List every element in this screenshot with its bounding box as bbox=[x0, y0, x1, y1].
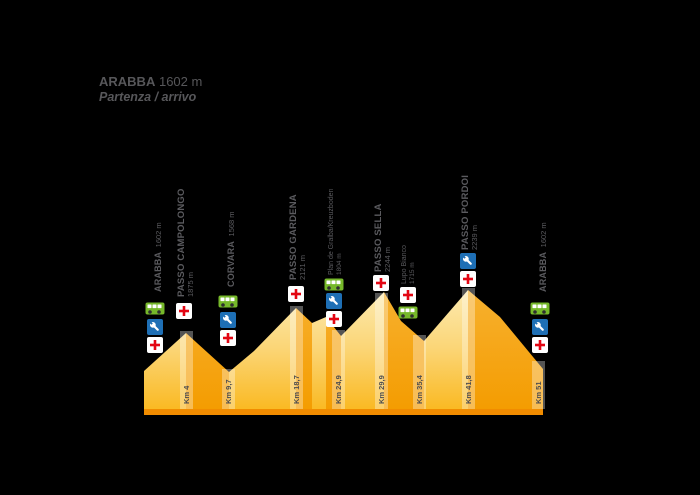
first-aid-icon bbox=[147, 337, 163, 353]
km-stripe-41-8 bbox=[462, 288, 475, 409]
waypoint-elevation: 2244 m bbox=[383, 246, 392, 272]
descent-face-campolongo bbox=[186, 333, 229, 409]
km-marker-51: Km 51 bbox=[534, 381, 543, 404]
descent-face-gardena bbox=[296, 308, 312, 409]
waypoint-name: Plan de Gralba/Kreuzboden bbox=[328, 188, 335, 275]
title-elevation: 1602 m bbox=[158, 74, 203, 89]
repair-service-icon bbox=[220, 312, 236, 328]
km-stripe-29-9 bbox=[375, 293, 388, 409]
waypoint-elevation: 2121 m bbox=[298, 254, 307, 280]
waypoint-elevation: 1568 m bbox=[227, 211, 236, 237]
km-stripe-35-4 bbox=[413, 335, 426, 409]
waypoint-elevation: 1715 m bbox=[408, 262, 416, 284]
shuttle-bus-icon bbox=[218, 295, 238, 308]
ascent-face-sella bbox=[341, 292, 384, 409]
repair-service-icon bbox=[460, 253, 476, 269]
km-marker-9-7: Km 9,7 bbox=[224, 379, 233, 404]
km-marker-18-7: Km 18,7 bbox=[292, 375, 301, 404]
first-aid-icon bbox=[220, 330, 236, 346]
km-stripe-4 bbox=[180, 331, 193, 409]
repair-service-icon bbox=[147, 319, 163, 335]
descent-face-sella bbox=[384, 292, 424, 409]
km-stripe-24-9 bbox=[332, 330, 345, 409]
first-aid-icon bbox=[326, 311, 342, 327]
ascent-face-pordoi bbox=[424, 290, 468, 409]
page-title: ARABBA 1602 m Partenza / arrivo bbox=[99, 74, 202, 106]
km-stripe-9-7 bbox=[222, 369, 235, 409]
repair-service-icon bbox=[326, 293, 342, 309]
waypoint-elevation: 1602 m bbox=[539, 222, 548, 248]
first-aid-icon bbox=[176, 303, 192, 319]
repair-service-icon bbox=[532, 319, 548, 335]
waypoint-name: CORVARA bbox=[226, 240, 236, 287]
descent-face-gardena-shoulder bbox=[326, 317, 341, 409]
waypoint-name: ARABBA bbox=[153, 251, 163, 292]
waypoint-name: ARABBA bbox=[538, 251, 548, 292]
descent-face-pordoi bbox=[468, 290, 543, 409]
km-marker-29-9: Km 29,9 bbox=[377, 375, 386, 404]
first-aid-icon bbox=[373, 275, 389, 291]
km-marker-41-8: Km 41,8 bbox=[464, 375, 473, 404]
km-stripe-51 bbox=[532, 361, 545, 409]
waypoint-elevation: 2239 m bbox=[470, 224, 479, 250]
shuttle-bus-icon bbox=[324, 278, 344, 291]
first-aid-icon bbox=[532, 337, 548, 353]
km-marker-35-4: Km 35,4 bbox=[415, 375, 424, 404]
first-aid-icon bbox=[288, 286, 304, 302]
profile-base-band bbox=[144, 409, 543, 415]
ascent-face-gardena bbox=[229, 308, 296, 409]
first-aid-icon bbox=[460, 271, 476, 287]
ascent-face-campolongo bbox=[144, 333, 186, 409]
ascent-face-gardena-shoulder bbox=[312, 317, 326, 409]
first-aid-icon bbox=[400, 287, 416, 303]
km-marker-24-9: Km 24,9 bbox=[334, 375, 343, 404]
title-line: ARABBA 1602 m bbox=[99, 74, 202, 90]
km-marker-4: Km 4 bbox=[182, 385, 191, 404]
title-name: ARABBA bbox=[99, 74, 156, 89]
waypoint-elevation: 1804 m bbox=[335, 253, 343, 275]
shuttle-bus-icon bbox=[398, 306, 418, 319]
waypoint-name: Lupo Bianco bbox=[401, 245, 408, 284]
waypoint-elevation: 1602 m bbox=[154, 222, 163, 248]
shuttle-bus-icon bbox=[530, 302, 550, 315]
waypoint-elevation: 1875 m bbox=[186, 271, 195, 297]
shuttle-bus-icon bbox=[145, 302, 165, 315]
km-stripe-18-7 bbox=[290, 306, 303, 409]
title-subtitle: Partenza / arrivo bbox=[99, 90, 197, 105]
